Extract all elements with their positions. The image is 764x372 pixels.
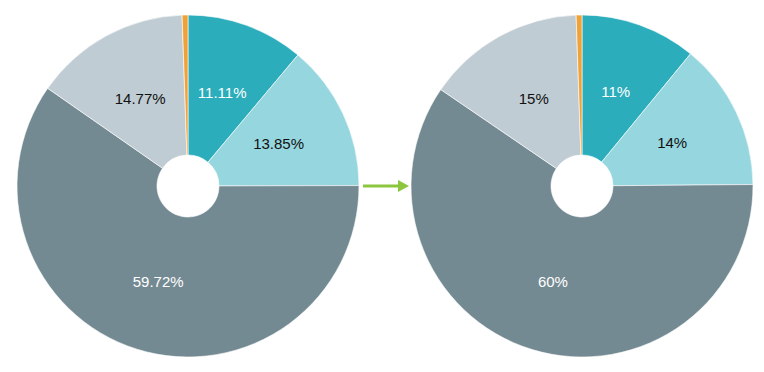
slice xyxy=(576,15,582,155)
slice xyxy=(48,15,187,168)
data-label: 11.11% xyxy=(198,84,247,101)
data-label: 13.85% xyxy=(253,135,304,152)
data-label: 14.77% xyxy=(115,90,166,107)
arrow xyxy=(363,180,409,192)
data-labels: 11% 14% 60% 15% xyxy=(519,83,687,290)
data-label: 59.72% xyxy=(133,273,184,290)
slices xyxy=(17,15,359,357)
data-label: 15% xyxy=(519,90,549,107)
slice xyxy=(182,15,188,155)
arrow-head xyxy=(398,180,409,192)
chart-canvas: 11.11% 13.85% 59.72% 14.77% 11% 14% 60% 15% xyxy=(0,0,764,372)
arrow-shaft xyxy=(363,185,400,188)
donut-chart: 11.11% 13.85% 59.72% 14.77% xyxy=(17,15,359,357)
slice xyxy=(208,55,359,186)
data-label: 11% xyxy=(601,83,630,100)
donut-chart: 11% 14% 60% 15% xyxy=(411,15,753,357)
data-label: 14% xyxy=(657,134,687,151)
data-labels: 11.11% 13.85% 59.72% 14.77% xyxy=(115,84,304,290)
slices xyxy=(411,15,753,357)
slice xyxy=(602,54,753,186)
slice xyxy=(441,15,581,168)
data-label: 60% xyxy=(538,273,568,290)
